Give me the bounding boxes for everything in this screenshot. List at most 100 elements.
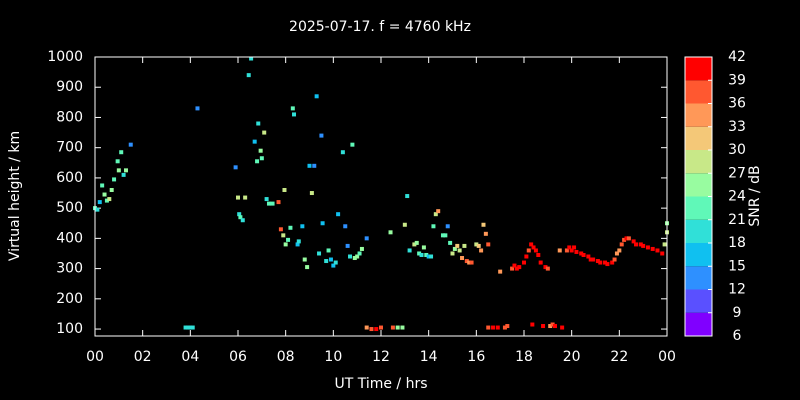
data-point [641,243,646,248]
colorbar-tick-label: 6 [733,328,742,344]
data-point [622,237,627,242]
data-point [400,325,405,330]
data-point [319,133,324,138]
data-point [343,224,348,229]
data-point [486,242,491,247]
data-point [455,243,460,248]
y-tick-label: 300 [56,261,83,277]
data-point [309,191,314,196]
data-point [634,242,639,247]
data-point [345,243,350,248]
data-point [464,259,469,264]
data-point [238,215,243,220]
data-point [264,197,269,202]
data-point [524,254,529,259]
data-point [290,106,295,111]
data-point [655,248,660,253]
data-point [460,256,465,261]
data-point [292,112,297,117]
data-point [567,245,572,250]
data-point [557,248,562,253]
data-point [603,260,608,265]
data-point [388,230,393,235]
x-tick-label: 02 [134,349,152,365]
data-point [512,263,517,268]
data-point [417,251,422,256]
data-point [314,94,319,99]
x-tick-label: 00 [86,349,104,365]
y-tick-label: 700 [56,140,83,156]
data-point [660,251,665,256]
data-point [591,257,596,262]
data-point [374,327,379,332]
data-point [379,325,383,330]
data-point [517,265,522,270]
data-point [302,257,307,262]
data-point [440,233,445,238]
data-point [369,327,374,332]
colorbar-band [685,243,712,267]
data-point [650,246,655,251]
data-point [526,248,531,253]
data-point [233,165,238,170]
data-point [266,201,271,206]
y-tick-label: 200 [56,291,83,307]
x-tick-label: 12 [372,349,390,365]
x-tick-label: 00 [658,349,676,365]
data-point [443,233,448,238]
colorbar-band [685,289,712,313]
data-point [255,159,260,164]
data-point [531,245,536,250]
x-tick-label: 16 [467,349,485,365]
colorbar-tick-label: 18 [728,235,746,251]
data-point [502,325,507,330]
data-point [486,325,491,330]
colorbar-tick-label: 36 [728,96,746,112]
x-axis-label: UT Time / hrs [334,376,427,392]
data-point [469,260,474,265]
y-tick-label: 900 [56,79,83,95]
data-point [445,224,450,229]
data-point [252,139,257,144]
data-point [336,212,341,217]
data-point [236,195,240,200]
data-point [305,265,310,270]
colorbar-tick-label: 21 [728,212,746,228]
data-point [119,150,124,155]
colorbar-tick-label: 15 [728,258,746,274]
data-point [612,257,617,262]
data-point [481,222,486,227]
data-point [283,242,288,247]
data-point [448,240,453,245]
colorbar-tick-label: 42 [728,49,746,65]
data-point [498,269,503,274]
data-point [295,242,300,247]
data-point [564,248,569,253]
data-point [340,150,345,155]
data-point [457,248,462,253]
data-point [588,257,593,262]
data-point [614,251,619,256]
data-point [479,248,484,253]
data-point [550,322,555,327]
data-point [95,207,100,212]
x-tick-label: 20 [563,349,581,365]
data-point [483,231,488,236]
data-point [296,239,301,244]
data-point [452,246,457,251]
data-point [259,156,264,161]
data-point [355,254,360,259]
data-point [312,163,317,168]
colorbar-tick-label: 33 [728,119,746,135]
data-point [128,142,133,147]
colorbar-tick-label: 24 [728,189,746,205]
data-point [536,252,541,257]
chart-title: 2025-07-17. f = 4760 kHz [289,19,471,35]
data-point [348,254,353,259]
data-point [530,322,535,327]
data-point [286,237,291,242]
data-point [364,236,369,241]
data-point [112,177,117,182]
colorbar-tick-label: 27 [728,165,746,181]
data-point [331,263,336,268]
